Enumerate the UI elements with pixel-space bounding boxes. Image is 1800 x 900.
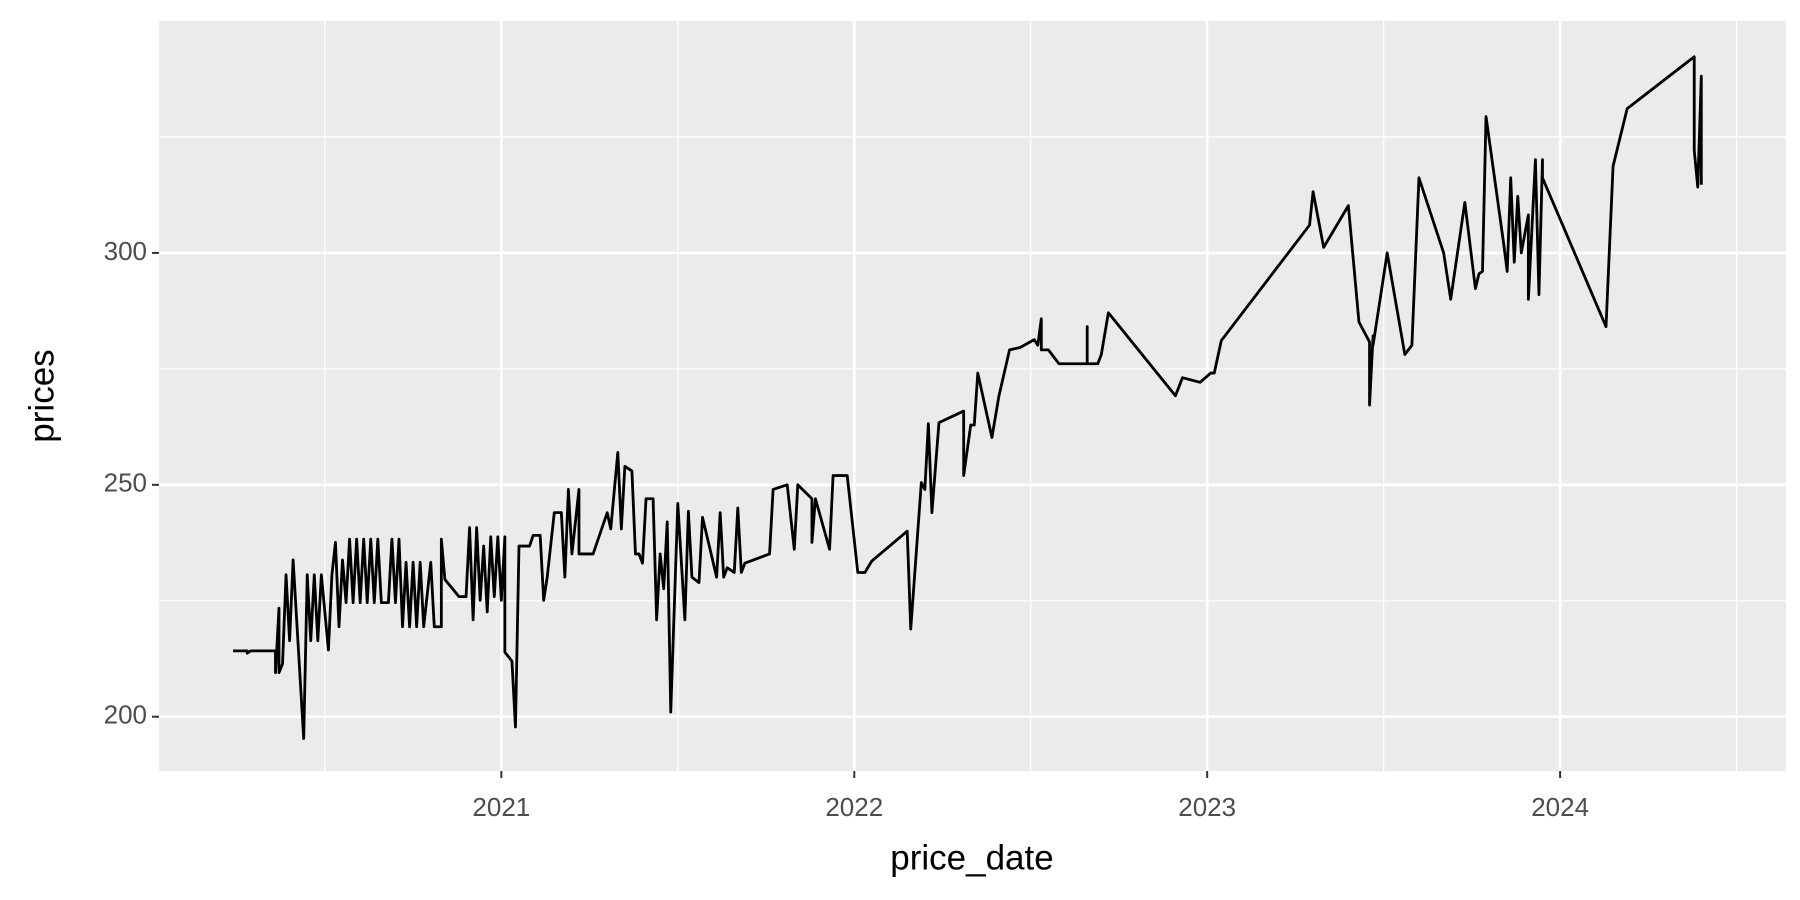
- x-tick-label: 2023: [1178, 792, 1236, 822]
- x-axis-title: price_date: [890, 838, 1053, 877]
- x-tick-label: 2024: [1531, 792, 1589, 822]
- price-line: [233, 55, 1703, 740]
- x-tick-label: 2022: [825, 792, 883, 822]
- y-tick-label: 200: [104, 700, 147, 730]
- y-axis-title: prices: [22, 349, 61, 442]
- panel: [159, 21, 1786, 771]
- y-tick-label: 300: [104, 236, 147, 266]
- x-tick-label: 2021: [472, 792, 530, 822]
- y-tick-label: 250: [104, 468, 147, 498]
